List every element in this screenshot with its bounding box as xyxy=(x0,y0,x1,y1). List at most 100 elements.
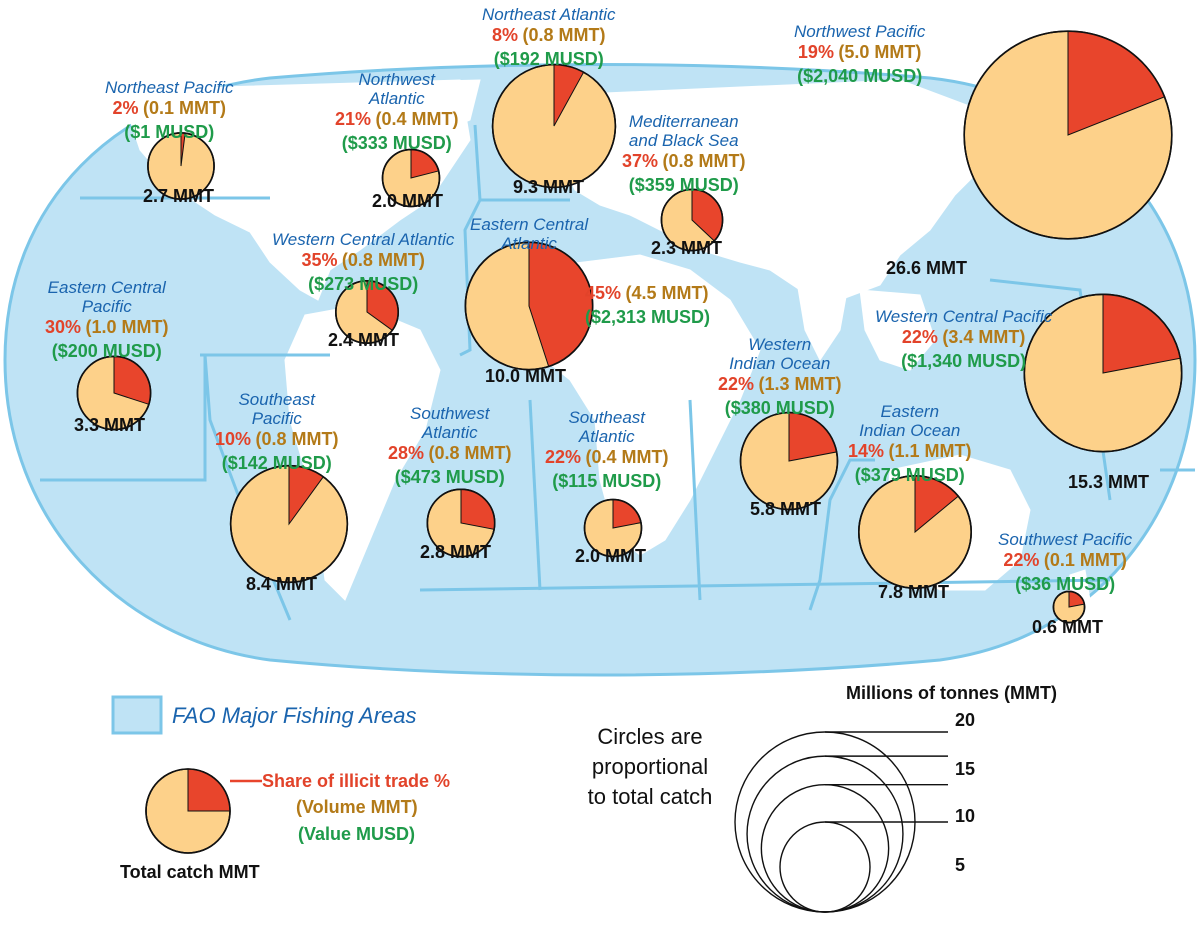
scale-label-15: 15 xyxy=(955,759,976,779)
legend-pie xyxy=(145,768,231,854)
area-name: Western Central Pacific xyxy=(875,307,1053,326)
area-name: Northeast Pacific xyxy=(105,78,234,97)
area-name: Mediterranean xyxy=(628,112,739,131)
pie-outline xyxy=(857,474,973,590)
illicit-value: ($192 MUSD) xyxy=(493,49,604,69)
pie-outline xyxy=(76,355,152,431)
illicit-value: ($380 MUSD) xyxy=(724,398,835,418)
pie-outline xyxy=(145,768,231,854)
illicit-value: ($2,040 MUSD) xyxy=(797,66,923,86)
scale-title: Millions of tonnes (MMT) xyxy=(846,683,1057,703)
illicit-volume: (0.4 MMT) xyxy=(375,109,459,129)
total-catch: 26.6 MMT xyxy=(886,258,968,278)
scale-circle-10 xyxy=(760,784,890,913)
total-catch: 3.3 MMT xyxy=(74,415,146,435)
pie-outline xyxy=(963,30,1173,240)
pie-outline xyxy=(739,411,839,511)
illicit-share: 35% xyxy=(301,250,338,270)
area-name: Indian Ocean xyxy=(729,354,831,373)
illicit-share: 21% xyxy=(335,109,372,129)
illicit-share: 45% xyxy=(585,283,622,303)
area-name: Western Central Atlantic xyxy=(272,230,455,249)
illicit-value: ($359 MUSD) xyxy=(628,175,739,195)
area-name: Southwest xyxy=(410,404,490,423)
pie-outline xyxy=(335,280,399,344)
pie-northwest-atlantic xyxy=(381,148,441,208)
legend-share-label: Share of illicit trade % xyxy=(262,771,451,791)
illicit-volume: (0.8 MMT) xyxy=(662,151,746,171)
pie-northeast-atlantic xyxy=(491,63,617,189)
area-name: Northeast Atlantic xyxy=(482,5,616,24)
pie-outline xyxy=(464,241,594,371)
total-catch: 2.4 MMT xyxy=(328,330,400,350)
legend-value-label: (Value MUSD) xyxy=(298,824,416,844)
scale-note: Circles are proportional to total catch xyxy=(575,722,725,812)
illicit-share: 28% xyxy=(388,443,425,463)
pie-southeast-pacific xyxy=(229,464,349,584)
scale-label-5: 5 xyxy=(955,855,966,875)
illicit-value: ($473 MUSD) xyxy=(394,467,505,487)
area-name: Eastern Central xyxy=(470,215,589,234)
area-label-southeast-atlantic: Southeast Atlantic 22% (0.4 MMT) ($115 M… xyxy=(545,408,668,492)
illicit-value: ($2,313 MUSD) xyxy=(585,307,711,327)
area-label-southwest-atlantic: Southwest Atlantic 28% (0.8 MMT) ($473 M… xyxy=(388,404,511,488)
legend-area-swatch xyxy=(111,695,163,735)
total-catch: 5.8 MMT xyxy=(750,499,822,519)
area-name: Eastern Central xyxy=(47,278,166,297)
scale-note-line: Circles are xyxy=(597,724,703,749)
pie-outline xyxy=(1023,293,1183,453)
area-label-western-central-pacific: Western Central Pacific 22% (3.4 MMT) ($… xyxy=(875,307,1052,372)
illicit-share: 10% xyxy=(215,429,252,449)
illicit-volume: (5.0 MMT) xyxy=(838,42,922,62)
illicit-volume: (0.4 MMT) xyxy=(585,447,669,467)
total-catch: 2.8 MMT xyxy=(420,542,492,562)
illicit-share: 22% xyxy=(901,327,938,347)
illicit-share: 22% xyxy=(545,447,582,467)
illicit-volume: (0.8 MMT) xyxy=(255,429,339,449)
pie-southwest-atlantic xyxy=(426,488,496,558)
india xyxy=(794,269,851,361)
illicit-share: 2% xyxy=(112,98,139,118)
illicit-share: 37% xyxy=(622,151,659,171)
illicit-share: 19% xyxy=(797,42,834,62)
area-label-northwest-atlantic: Northwest Atlantic 21% (0.4 MMT) ($333 M… xyxy=(335,70,458,154)
illicit-volume: (0.8 MMT) xyxy=(341,250,425,270)
illicit-volume: (0.1 MMT) xyxy=(1043,550,1127,570)
area-name: Pacific xyxy=(251,409,302,428)
total-catch: 9.3 MMT xyxy=(513,177,585,197)
scale-label-10: 10 xyxy=(955,806,976,826)
illicit-share: 22% xyxy=(1003,550,1040,570)
area-label-northeast-atlantic: Northeast Atlantic 8% (0.8 MMT) ($192 MU… xyxy=(482,5,616,70)
africa xyxy=(534,254,761,556)
total-catch: 2.0 MMT xyxy=(575,546,647,566)
illicit-volume: (1.3 MMT) xyxy=(758,374,842,394)
total-catch: 7.8 MMT xyxy=(878,582,950,602)
pie-southeast-atlantic xyxy=(583,498,643,558)
area-pie-charts xyxy=(76,30,1183,624)
total-catch: 2.7 MMT xyxy=(143,186,215,206)
area-label-western-central-atlantic: Western Central Atlantic 35% (0.8 MMT) (… xyxy=(272,230,454,295)
area-name: Atlantic xyxy=(578,427,635,446)
area-label-northeast-pacific: Northeast Pacific 2% (0.1 MMT) ($1 MUSD) xyxy=(105,78,234,143)
pie-mediterranean xyxy=(660,188,724,252)
greenland xyxy=(399,79,481,133)
pie-outline xyxy=(426,488,496,558)
illicit-share: 22% xyxy=(718,374,755,394)
area-name: Atlantic xyxy=(501,234,557,253)
pie-eastern-central-atlantic xyxy=(464,241,594,371)
scale-circle-5 xyxy=(779,821,871,913)
area-name: Pacific xyxy=(81,297,132,316)
pie-northwest-pacific xyxy=(963,30,1173,240)
pie-southwest-pacific xyxy=(1052,590,1086,624)
illicit-volume: (0.1 MMT) xyxy=(142,98,226,118)
scale-circles xyxy=(734,731,948,913)
illicit-share: 30% xyxy=(45,317,82,337)
pie-outline xyxy=(147,132,215,200)
legend-example-pie xyxy=(145,768,231,854)
pie-outline xyxy=(491,63,617,189)
area-label-eastern-central-pacific: Eastern Central Pacific 30% (1.0 MMT) ($… xyxy=(45,278,168,362)
area-name: and Black Sea xyxy=(628,131,739,150)
illicit-value: ($200 MUSD) xyxy=(51,341,162,361)
illicit-value: ($142 MUSD) xyxy=(221,453,332,473)
